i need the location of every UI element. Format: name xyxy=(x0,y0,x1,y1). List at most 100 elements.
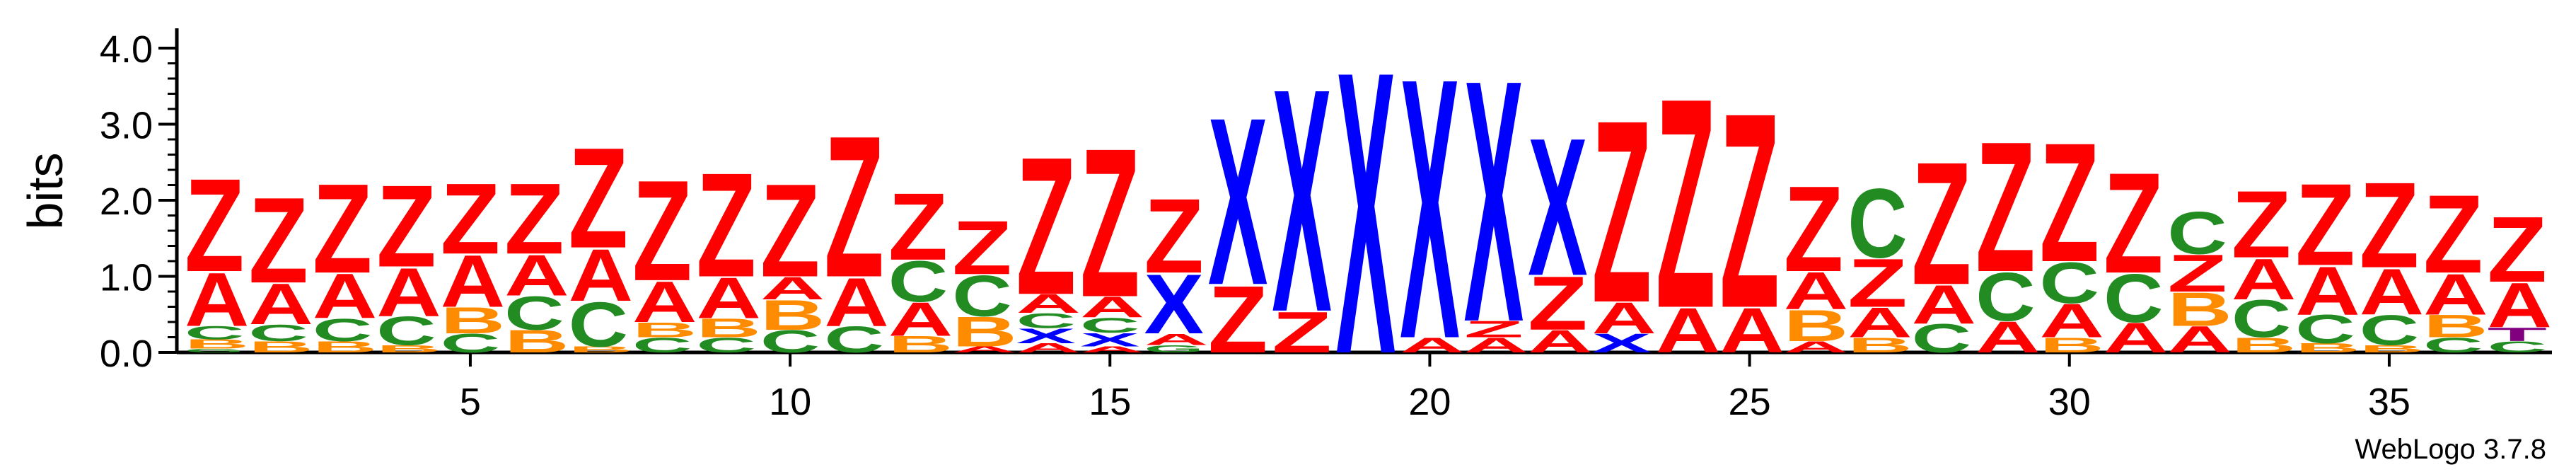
logo-letter-C: C xyxy=(1975,258,2035,335)
logo-letter-B: B xyxy=(569,345,633,354)
logo-letter-Z: Z xyxy=(1144,176,1203,296)
logo-letter-A: A xyxy=(1144,330,1208,348)
logo-letter-C: C xyxy=(248,320,308,346)
y-tick-label: 1.0 xyxy=(100,257,153,299)
logo-letter-X: X xyxy=(1528,97,1587,316)
logo-letter-B: B xyxy=(2360,343,2424,355)
logo-letter-Z: Z xyxy=(1208,265,1267,372)
logo-letter-X: X xyxy=(1592,328,1652,358)
logo-letter-A: A xyxy=(1592,293,1657,343)
logo-letter-A: A xyxy=(1400,333,1464,357)
logo-letter-C: C xyxy=(2360,306,2419,354)
logo-letter-A: A xyxy=(441,240,505,323)
letter-stack-31: ACZ xyxy=(2104,143,2168,362)
logo-letter-A: A xyxy=(185,256,249,342)
logo-letter-Z: Z xyxy=(185,151,244,299)
logo-letter-C: C xyxy=(632,333,692,357)
logo-letter-Z: Z xyxy=(1272,300,1331,365)
logo-letter-Z: Z xyxy=(1975,103,2035,311)
logo-letter-A: A xyxy=(1528,324,1592,359)
logo-letter-B: B xyxy=(248,338,313,356)
logo-letter-X: X xyxy=(1144,257,1203,352)
logo-letter-Z: Z xyxy=(1912,125,1971,321)
logo-letter-A: A xyxy=(1719,296,1784,367)
logo-letter-Z: Z xyxy=(2040,108,2099,297)
logo-letter-T: T xyxy=(2488,324,2547,345)
logo-letter-A: A xyxy=(760,270,825,306)
logo-letter-Z: Z xyxy=(1080,103,1139,342)
y-tick-label: 4.0 xyxy=(100,28,153,71)
x-tick-label: 30 xyxy=(2048,381,2091,423)
y-axis-label: bits xyxy=(18,153,73,230)
logo-letter-A: A xyxy=(376,253,441,330)
logo-letter-Z: Z xyxy=(248,172,308,309)
logo-letter-A: A xyxy=(1080,345,1144,354)
logo-letter-Z: Z xyxy=(1528,261,1587,346)
logo-letter-B: B xyxy=(2423,309,2488,344)
logo-letter-B: B xyxy=(1784,301,1848,351)
logo-letter-G: G xyxy=(185,347,244,353)
logo-letter-B: B xyxy=(2232,333,2296,357)
logo-letter-B: B xyxy=(2167,282,2232,336)
logo-letter-A: A xyxy=(2360,255,2424,329)
logo-letter-X: X xyxy=(1272,23,1332,379)
logo-letter-Z: Z xyxy=(1719,56,1779,367)
logo-letter-A: A xyxy=(696,265,760,331)
logo-letter-X: X xyxy=(1080,329,1139,350)
logo-letter-A: A xyxy=(569,234,633,316)
logo-letter-Z: Z xyxy=(1784,161,1843,297)
logo-letter-A: A xyxy=(2423,261,2488,327)
logo-letter-Z: Z xyxy=(888,173,948,280)
logo-letter-C: C xyxy=(1912,316,1971,361)
logo-letter-B: B xyxy=(952,308,1016,355)
logo-letter-Z: Z xyxy=(2295,160,2355,290)
logo-letter-A: A xyxy=(1016,289,1081,318)
logo-letter-Z: Z xyxy=(952,206,1011,291)
logo-letter-C: C xyxy=(1080,313,1139,337)
logo-letter-A: A xyxy=(632,269,697,335)
logo-letter-X: X xyxy=(1400,1,1460,416)
logo-letter-B: B xyxy=(441,299,505,341)
logo-letter-G: G xyxy=(1144,343,1203,355)
logo-letter-C: C xyxy=(696,333,755,357)
logo-letter-C: C xyxy=(2423,333,2483,357)
x-tick-label: 20 xyxy=(1408,381,1451,423)
logo-letter-B: B xyxy=(2040,333,2104,357)
letter-stack-19: X xyxy=(1336,0,1396,438)
logo-letter-A: A xyxy=(313,261,377,332)
logo-letter-B: B xyxy=(313,338,377,356)
logo-letter-Z: Z xyxy=(441,162,500,275)
logo-letter-C: C xyxy=(2488,338,2547,356)
logo-letter-Z: Z xyxy=(2423,173,2483,297)
logo-letter-Z: Z xyxy=(376,161,436,292)
letter-stack-23: XAZ xyxy=(1592,65,1657,358)
logo-letter-Z: Z xyxy=(1847,245,1907,322)
logo-letter-B: B xyxy=(696,313,760,343)
logo-letter-A: A xyxy=(1975,312,2040,362)
letter-stack-11: CAZ xyxy=(824,94,888,360)
logo-letter-X: X xyxy=(1464,8,1524,394)
letter-stack-28: CAZ xyxy=(1912,125,1976,361)
logo-letter-X: X xyxy=(1208,69,1267,335)
logo-letter-A: A xyxy=(1016,341,1081,355)
